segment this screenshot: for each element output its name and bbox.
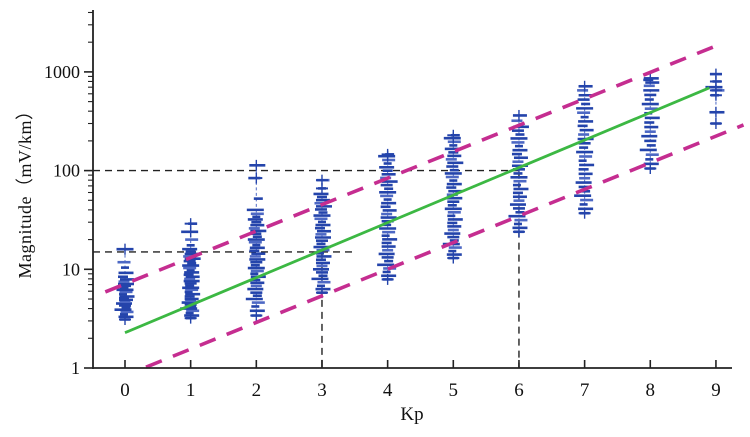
data-column-kp-7 [574,80,595,219]
x-tick-label: 0 [120,380,130,401]
envelope-line-lower [145,123,745,369]
data-column-kp-4 [377,148,398,285]
y-axis-title: Magnitude（mV/km） [15,101,35,279]
x-tick-label: 7 [580,380,590,401]
data-column-kp-9 [705,68,725,130]
data-column-kp-3 [311,174,332,299]
x-tick-label: 2 [252,380,262,401]
trend-line [124,86,710,334]
y-tick-label: 1000 [44,62,80,82]
x-tick-label: 5 [449,380,459,401]
x-tick-label: 8 [646,380,656,401]
x-tick-label: 1 [186,380,196,401]
x-axis-title: Kp [400,404,424,425]
data-column-kp-2 [245,159,267,322]
y-tick-label: 100 [53,161,80,181]
x-tick-label: 4 [383,380,393,401]
x-tick-label: 3 [317,380,327,401]
x-tick-label: 9 [711,380,721,401]
x-tick-label: 6 [514,380,524,401]
y-tick-label: 1 [71,358,80,378]
data-column-kp-0 [114,243,135,326]
data-column-kp-8 [639,72,660,175]
data-column-kp-6 [508,109,529,238]
y-tick-label: 10 [62,259,80,279]
envelope-line-upper [104,41,724,294]
